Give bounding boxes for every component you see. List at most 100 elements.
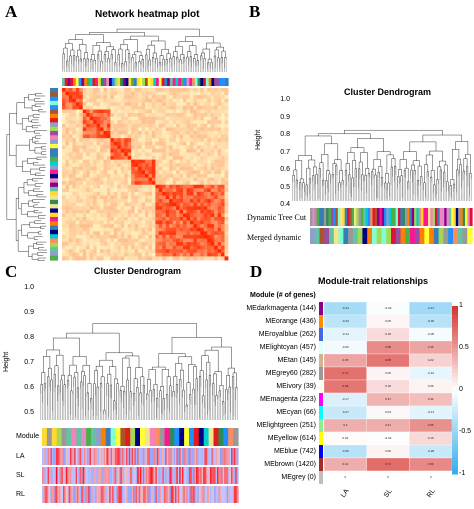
strip-segment	[360, 208, 364, 226]
strip-segment	[63, 448, 65, 465]
strip-segment	[72, 486, 75, 503]
strip-segment	[156, 486, 159, 503]
strip-segment	[60, 486, 63, 503]
strip-segment	[130, 467, 133, 484]
strip-segment	[105, 428, 112, 446]
strip-segment	[135, 448, 138, 465]
strip-segment	[110, 467, 113, 484]
strip-segment	[173, 448, 176, 465]
strip-segment	[217, 448, 219, 465]
strip-segment	[61, 448, 64, 465]
strip-segment	[218, 467, 221, 484]
strip-segment	[193, 467, 196, 484]
module-name-list: MEdarkmagenta (144) MEorange (436) MEroyal…	[236, 302, 318, 484]
strip-segment	[54, 448, 57, 465]
panel-c-la-strip	[42, 448, 239, 465]
heatmap-cell-value: 0.05	[385, 370, 391, 375]
strip-segment	[402, 208, 406, 226]
trait-column-label: LA	[340, 487, 351, 500]
trait-column-label: SL	[382, 487, 394, 500]
strip-segment	[49, 467, 51, 484]
heatmap-cell-value: 0.41	[385, 422, 391, 427]
strip-segment	[316, 208, 320, 226]
module-color-swatch	[319, 393, 323, 406]
strip-segment	[123, 467, 126, 484]
strip-segment	[82, 486, 85, 503]
strip-segment	[208, 428, 215, 446]
strip-segment	[352, 228, 359, 244]
strip-segment	[120, 428, 126, 446]
heatmap-cell-value: 0.04	[385, 409, 391, 414]
strip-segment	[197, 78, 201, 86]
strip-segment	[200, 448, 203, 465]
strip-segment	[127, 448, 130, 465]
strip-segment	[184, 448, 187, 465]
strip-segment	[349, 208, 353, 226]
panel-b-ytick: 0.8	[280, 131, 290, 138]
strip-segment	[333, 228, 340, 244]
strip-segment	[370, 208, 374, 226]
module-name: MEorange (436)	[265, 317, 316, 325]
strip-segment	[46, 428, 53, 446]
strip-segment	[120, 448, 123, 465]
strip-segment	[44, 486, 47, 503]
module-trait-heatmap	[323, 301, 453, 485]
strip-segment	[77, 467, 79, 484]
strip-segment	[381, 228, 387, 244]
strip-segment	[133, 78, 138, 86]
heatmap-cell-value: 0.55	[427, 422, 434, 427]
strip-segment	[226, 467, 229, 484]
strip-segment	[145, 486, 148, 503]
strip-segment	[224, 486, 226, 503]
strip-segment	[172, 467, 175, 484]
strip-segment	[89, 467, 92, 484]
strip-segment	[76, 428, 82, 446]
strip-segment	[409, 208, 413, 226]
module-name: MEbrown (1420)	[264, 460, 316, 468]
strip-segment	[71, 428, 77, 446]
strip-segment	[451, 208, 455, 226]
strip-segment	[64, 78, 69, 86]
strip-segment	[159, 428, 166, 446]
panel-b-merged-strip	[310, 228, 473, 244]
strip-segment	[386, 208, 390, 226]
strip-segment	[469, 208, 473, 226]
strip-segment	[84, 448, 86, 465]
strip-segment	[85, 448, 88, 465]
strip-segment	[225, 467, 228, 484]
strip-segment	[356, 208, 360, 226]
module-name: MEblue (742)	[273, 447, 316, 455]
strip-segment	[176, 486, 179, 503]
heatmap-cell-value: 0.45	[427, 344, 434, 349]
strip-segment	[149, 428, 156, 446]
strip-segment	[197, 467, 200, 484]
strip-segment	[194, 448, 197, 465]
strip-segment	[57, 448, 60, 465]
strip-segment	[462, 208, 466, 226]
strip-segment	[84, 78, 88, 86]
strip-segment	[207, 467, 210, 484]
strip-segment	[191, 448, 194, 465]
strip-segment	[161, 448, 163, 465]
strip-segment	[81, 486, 84, 503]
heatmap-cell-value: -0.17	[341, 396, 349, 401]
strip-segment	[84, 486, 86, 503]
strip-segment	[92, 78, 96, 86]
strip-segment	[183, 486, 186, 503]
strip-segment	[128, 467, 131, 484]
strip-segment	[164, 78, 168, 86]
strip-segment	[229, 467, 232, 484]
strip-segment	[388, 208, 392, 226]
strip-segment	[189, 428, 195, 446]
strip-segment	[152, 467, 155, 484]
strip-segment	[61, 486, 64, 503]
strip-segment	[78, 467, 81, 484]
strip-segment	[58, 448, 61, 465]
strip-segment	[314, 228, 321, 244]
strip-segment	[208, 448, 211, 465]
strip-segment	[130, 428, 136, 446]
strip-segment	[438, 228, 445, 244]
panel-c-title: Cluster Dendrogram	[94, 266, 182, 276]
strip-segment	[184, 467, 187, 484]
strip-segment	[444, 208, 448, 226]
